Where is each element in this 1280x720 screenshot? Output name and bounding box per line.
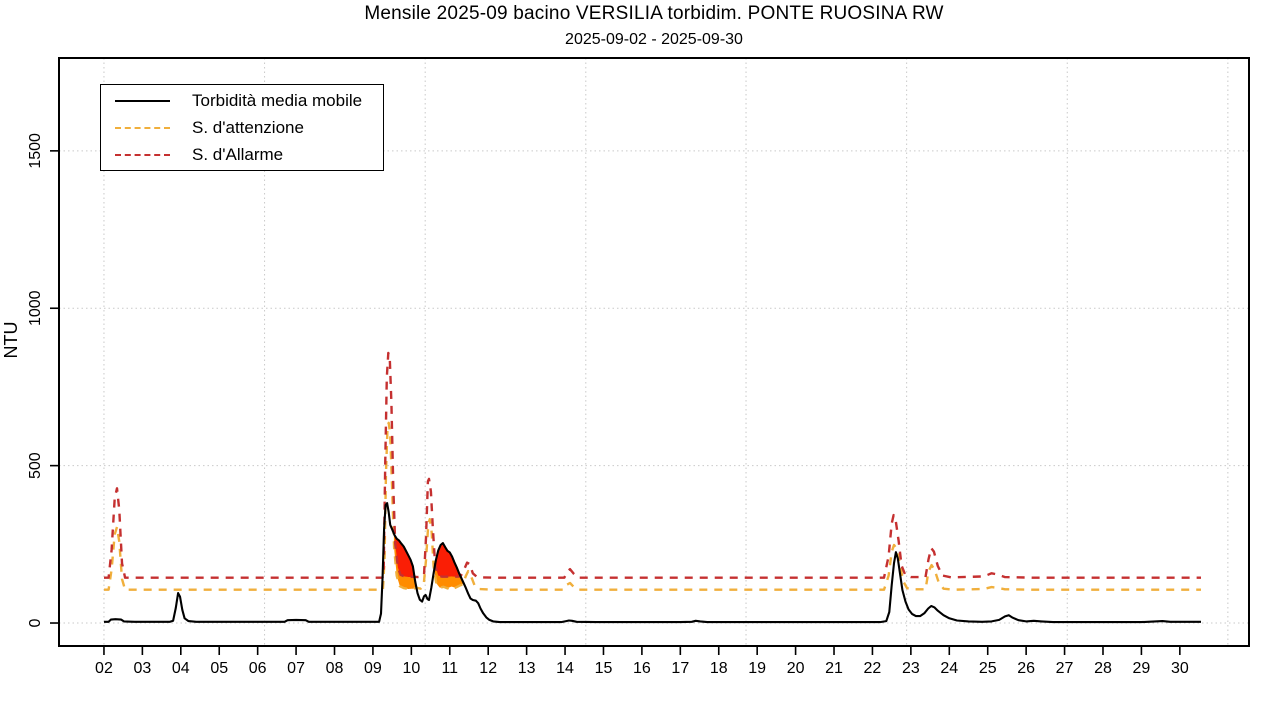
legend-item-allarme: S. d'Allarme [115, 143, 383, 167]
x-axis-tick-label: 13 [518, 660, 536, 677]
legend-item-attenzione: S. d'attenzione [115, 116, 383, 140]
x-axis-tick-label: 10 [402, 660, 420, 677]
y-axis-tick-label: 1000 [27, 290, 44, 326]
x-axis-tick-label: 21 [825, 660, 843, 677]
legend-item-torbidita: Torbidità media mobile [115, 89, 383, 113]
x-axis-tick-label: 16 [633, 660, 651, 677]
dashed-line-orange-icon [115, 126, 170, 129]
solid-line-icon [115, 99, 170, 102]
legend-label-torbidita: Torbidità media mobile [192, 91, 363, 110]
x-axis-tick-label: 27 [1056, 660, 1074, 677]
x-axis-tick-label: 15 [595, 660, 613, 677]
y-axis-tick-label: 0 [27, 618, 44, 627]
above-alarm-fill [435, 543, 461, 577]
x-axis-tick-label: 17 [671, 660, 689, 677]
x-axis-tick-label: 03 [133, 660, 151, 677]
x-axis-tick-label: 18 [710, 660, 728, 677]
y-axis-tick-label: 500 [27, 452, 44, 479]
x-axis-tick-label: 19 [748, 660, 766, 677]
x-axis-tick-label: 08 [326, 660, 344, 677]
x-axis-tick-label: 07 [287, 660, 305, 677]
x-axis-tick-label: 06 [249, 660, 267, 677]
x-axis-tick-label: 05 [210, 660, 228, 677]
above-alarm-fill [395, 535, 414, 577]
x-axis-tick-label: 20 [787, 660, 805, 677]
x-axis-tick-label: 30 [1171, 660, 1189, 677]
x-axis-tick-label: 29 [1133, 660, 1151, 677]
plot-border [58, 57, 1250, 647]
chart-title: Mensile 2025-09 bacino VERSILIA torbidim… [364, 3, 944, 24]
x-axis-tick-label: 26 [1017, 660, 1035, 677]
x-axis-tick-label: 22 [864, 660, 882, 677]
x-axis-tick-label: 24 [940, 660, 958, 677]
legend-label-allarme: S. d'Allarme [192, 145, 284, 164]
chart-subtitle: 2025-09-02 - 2025-09-30 [565, 31, 743, 48]
x-axis-tick-label: 12 [479, 660, 497, 677]
y-axis-title: NTU [1, 322, 21, 359]
x-axis-tick-label: 28 [1094, 660, 1112, 677]
turbidity-series-line [104, 502, 1201, 624]
x-axis-tick-label: 02 [95, 660, 113, 677]
legend-label-attenzione: S. d'attenzione [192, 118, 304, 137]
x-axis-tick-label: 23 [902, 660, 920, 677]
y-axis-tick-label: 1500 [27, 133, 44, 169]
threshold-series-line [104, 421, 1201, 591]
x-axis-tick-label: 04 [172, 660, 190, 677]
x-axis-tick-label: 11 [441, 660, 458, 677]
x-axis-tick-label: 09 [364, 660, 382, 677]
legend: Torbidità media mobile S. d'attenzione S… [100, 84, 384, 171]
dashed-line-red-icon [115, 153, 170, 156]
x-axis-tick-label: 25 [979, 660, 997, 677]
x-axis-tick-label: 14 [556, 660, 574, 677]
